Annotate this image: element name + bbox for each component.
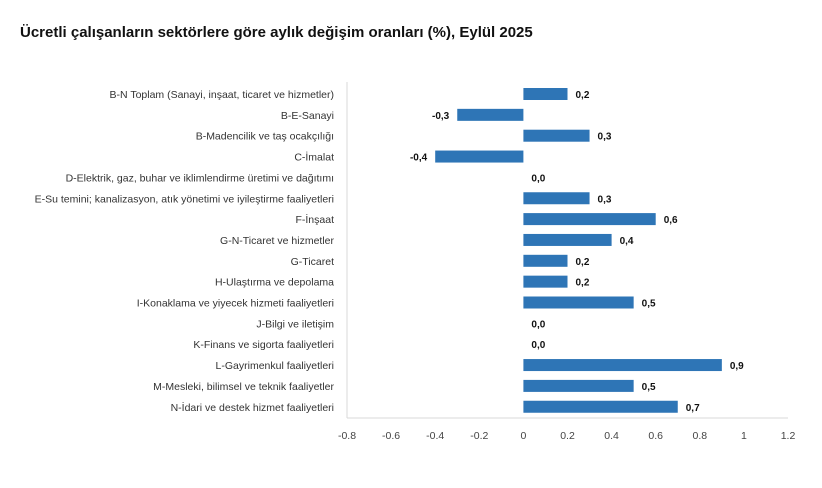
data-label: 0,3 — [598, 132, 612, 143]
data-label: 0,5 — [642, 382, 656, 393]
category-label: M-Mesleki, bilimsel ve teknik faaliyetle… — [153, 381, 334, 393]
data-label: 0,7 — [686, 403, 700, 414]
category-label: G-N-Ticaret ve hizmetler — [220, 235, 334, 247]
bar — [523, 359, 722, 372]
bar — [523, 296, 634, 309]
x-tick-label: 0 — [520, 430, 526, 442]
category-label: N-İdari ve destek hizmet faaliyetleri — [171, 401, 334, 414]
category-label: E-Su temini; kanalizasyon, atık yönetimi… — [35, 193, 334, 205]
data-label: 0,9 — [730, 361, 744, 372]
data-label: -0,4 — [410, 153, 428, 164]
data-label: 0,5 — [642, 299, 656, 310]
x-tick-label: -0.4 — [426, 430, 444, 442]
bar — [523, 192, 590, 205]
x-tick-label: 1.2 — [781, 430, 796, 442]
data-label: 0,0 — [531, 340, 545, 351]
bar — [523, 233, 612, 246]
x-tick-label: 1 — [741, 430, 747, 442]
bar — [523, 88, 568, 100]
bar — [523, 400, 678, 413]
x-tick-label: 0.4 — [604, 430, 619, 442]
category-label: C-İmalat — [294, 151, 334, 164]
category-label: B-Madencilik ve taş ocakçılığı — [196, 131, 334, 143]
bar — [523, 379, 634, 392]
bar — [523, 213, 656, 226]
bar — [523, 254, 568, 267]
bar — [435, 150, 524, 163]
x-tick-label: 0.2 — [560, 430, 575, 442]
data-label: 0,3 — [598, 194, 612, 205]
category-label: B-N Toplam (Sanayi, inşaat, ticaret ve h… — [110, 89, 334, 101]
category-label: I-Konaklama ve yiyecek hizmeti faaliyetl… — [137, 298, 334, 310]
category-label: D-Elektrik, gaz, buhar ve iklimlendirme … — [66, 172, 334, 184]
data-label: -0,3 — [432, 111, 450, 122]
bar — [523, 275, 568, 288]
bar — [457, 108, 524, 121]
data-label: 0,4 — [620, 236, 634, 247]
x-tick-label: -0.6 — [382, 430, 400, 442]
category-label: G-Ticaret — [291, 256, 334, 268]
category-label: K-Finans ve sigorta faaliyetleri — [193, 339, 334, 351]
chart-title: Ücretli çalışanların sektörlere göre ayl… — [20, 24, 533, 41]
data-label: 0,0 — [531, 319, 545, 330]
category-label: H-Ulaştırma ve depolama — [215, 277, 334, 289]
data-label: 0,2 — [576, 90, 590, 101]
category-label: J-Bilgi ve iletişim — [256, 318, 334, 330]
data-label: 0,0 — [531, 173, 545, 184]
x-tick-label: -0.2 — [470, 430, 488, 442]
category-label: B-E-Sanayi — [281, 110, 334, 122]
x-tick-label: -0.8 — [338, 430, 356, 442]
data-label: 0,2 — [576, 278, 590, 289]
x-tick-label: 0.6 — [648, 430, 663, 442]
x-tick-label: 0.8 — [692, 430, 707, 442]
category-label: L-Gayrimenkul faaliyetleri — [216, 360, 334, 372]
data-label: 0,6 — [664, 215, 678, 226]
bar — [523, 129, 590, 142]
data-label: 0,2 — [576, 257, 590, 268]
category-label: F-İnşaat — [295, 213, 334, 226]
